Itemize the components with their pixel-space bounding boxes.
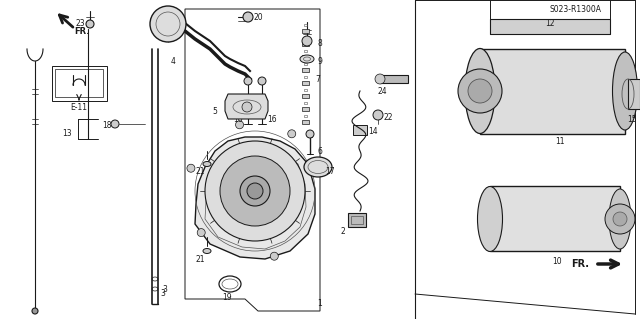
Circle shape [288,130,296,138]
Bar [302,55,309,59]
Ellipse shape [465,48,495,133]
Text: 9: 9 [317,57,323,66]
Text: 24: 24 [377,86,387,95]
Bar [55,69,103,97]
Circle shape [205,141,305,241]
Text: 17: 17 [325,167,335,175]
Bar [304,101,307,103]
Text: FR.: FR. [74,26,90,35]
Text: 19: 19 [222,293,232,301]
Circle shape [187,164,195,172]
Text: 16: 16 [267,115,277,123]
Circle shape [375,74,385,84]
Text: 21: 21 [195,167,205,175]
Text: 20: 20 [253,12,263,21]
Text: 2: 2 [340,226,346,235]
Text: 4: 4 [171,56,175,65]
Text: 22: 22 [383,113,393,122]
Bar [304,36,307,39]
Bar [348,213,366,227]
Bar [380,75,408,83]
Bar [302,29,309,33]
Circle shape [244,77,252,85]
Bar [351,216,363,224]
Bar [302,68,309,72]
Bar [490,19,610,34]
Polygon shape [195,137,315,259]
Text: 15: 15 [627,115,637,123]
Ellipse shape [203,249,211,254]
Text: FR.: FR. [571,259,589,269]
Ellipse shape [304,157,332,177]
Circle shape [258,77,266,85]
Text: 13: 13 [62,130,72,138]
Bar [490,186,620,251]
Circle shape [240,176,270,206]
Circle shape [458,69,502,113]
Text: 11: 11 [556,137,564,145]
Bar [304,76,307,78]
Text: S023-R1300A: S023-R1300A [549,4,601,13]
Bar [302,107,309,111]
Circle shape [243,12,253,22]
Text: 8: 8 [317,39,323,48]
Text: 23: 23 [75,19,85,28]
Ellipse shape [300,55,314,63]
Text: 1: 1 [317,300,323,308]
Bar [480,49,625,134]
Bar [304,63,307,64]
Bar [302,94,309,98]
Bar [302,120,309,124]
Circle shape [316,167,324,175]
Text: 7: 7 [316,75,321,84]
Bar [302,42,309,46]
Text: 5: 5 [212,108,218,116]
Ellipse shape [203,161,211,167]
Ellipse shape [609,189,631,249]
Circle shape [468,79,492,103]
Bar [52,66,107,101]
Circle shape [242,102,252,112]
Circle shape [197,229,205,237]
Circle shape [32,308,38,314]
Text: 3: 3 [161,290,165,299]
Text: E-11: E-11 [70,102,88,112]
Bar [304,88,307,91]
Bar [353,125,367,135]
Circle shape [236,121,244,129]
Bar [304,24,307,26]
Ellipse shape [612,52,637,130]
Bar [628,79,640,109]
Text: 12: 12 [545,19,555,28]
Text: 10: 10 [552,256,562,265]
Ellipse shape [477,187,502,251]
Text: 14: 14 [368,128,378,137]
Text: 16: 16 [233,115,243,123]
Text: 6: 6 [317,147,323,157]
Circle shape [270,252,278,260]
Bar [304,115,307,116]
Text: 3: 3 [163,285,168,293]
Circle shape [220,156,290,226]
Text: 18: 18 [102,122,112,130]
Circle shape [605,204,635,234]
Circle shape [86,20,94,28]
Circle shape [247,183,263,199]
Circle shape [306,130,314,138]
Text: 21: 21 [195,255,205,263]
Bar [304,49,307,51]
Circle shape [302,36,312,46]
Bar [302,81,309,85]
Circle shape [613,212,627,226]
Circle shape [150,6,186,42]
Circle shape [373,110,383,120]
Circle shape [111,120,119,128]
Polygon shape [225,94,268,119]
